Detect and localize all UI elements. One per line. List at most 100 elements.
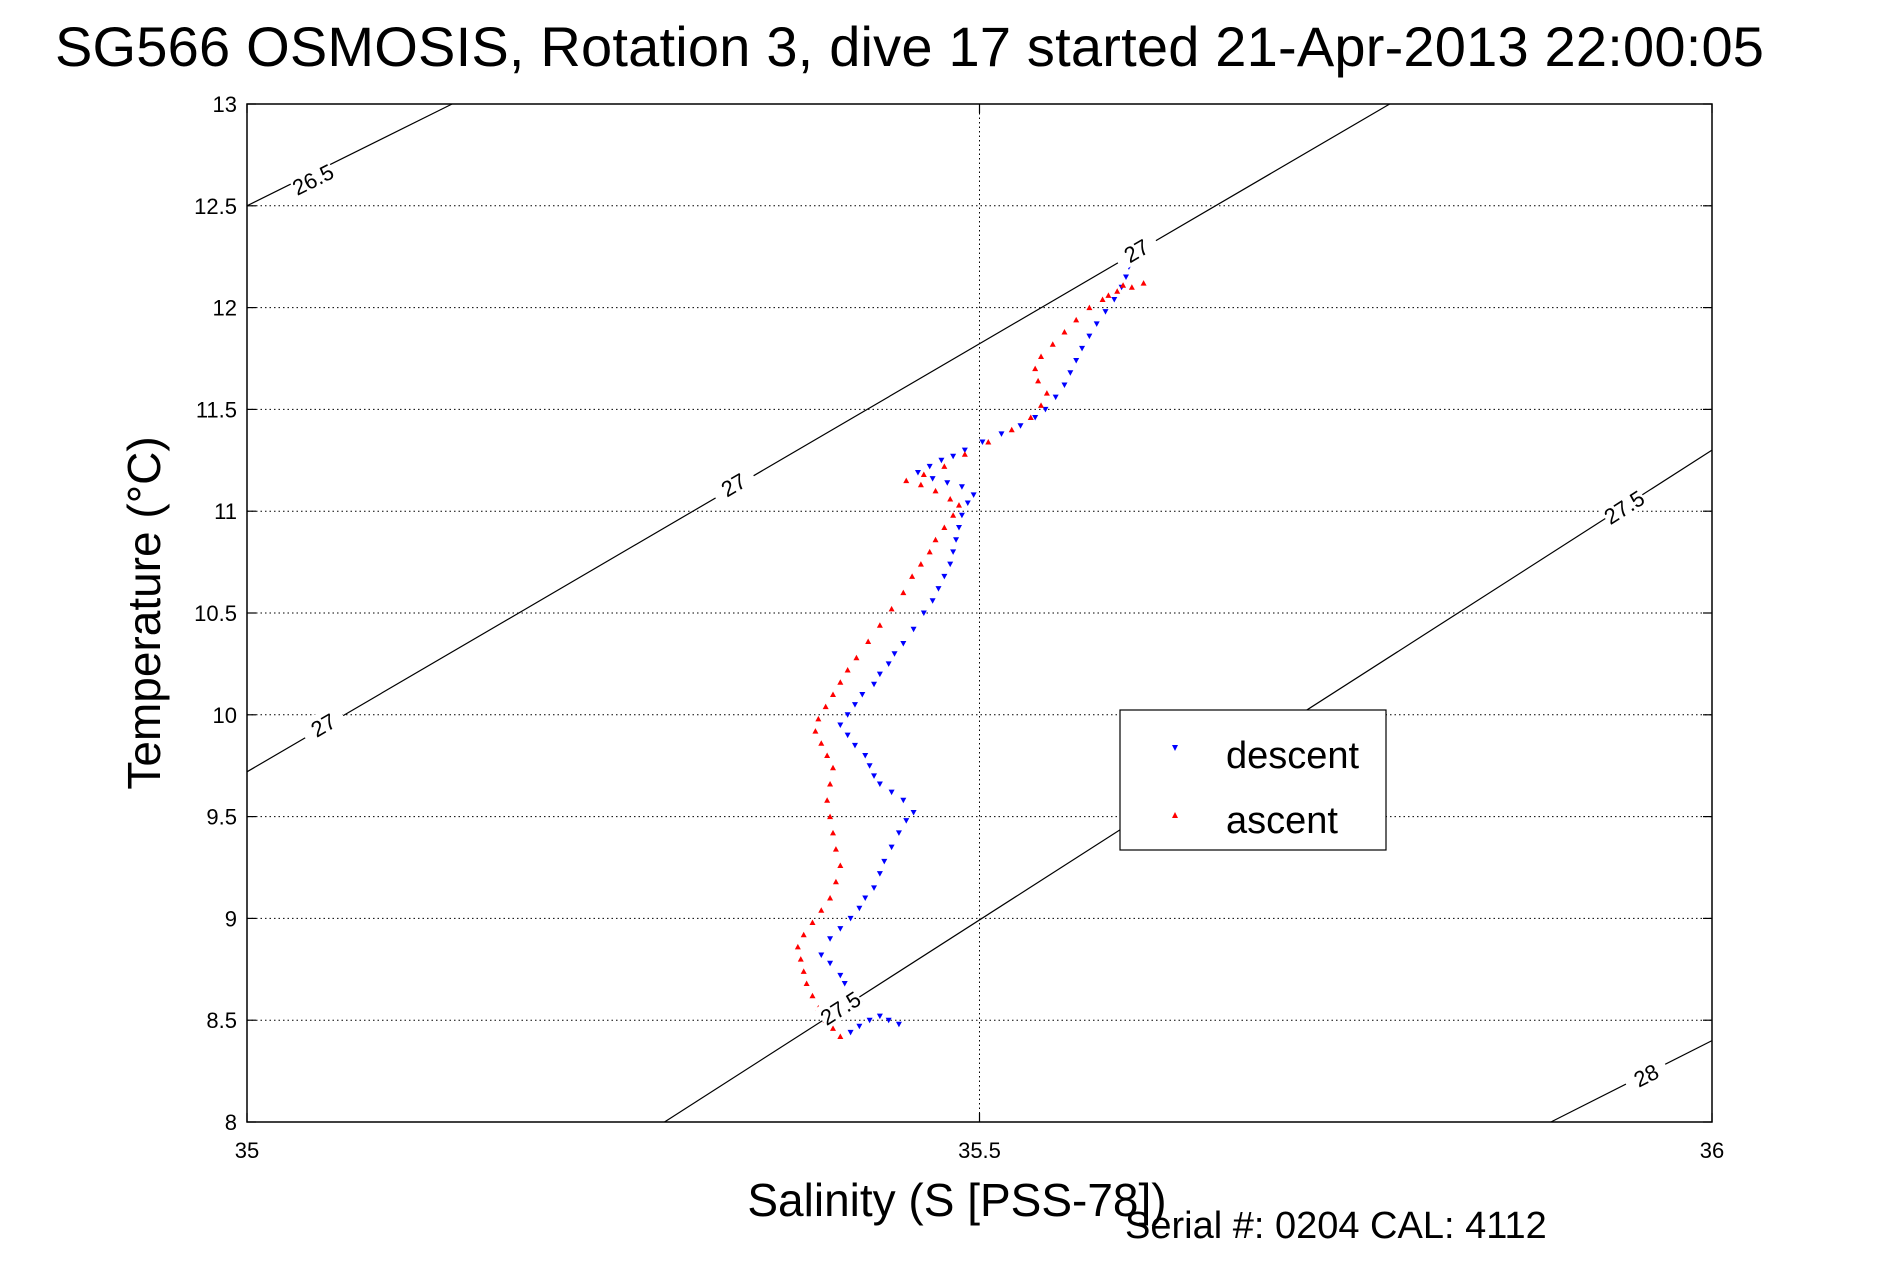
y-tick-label: 13 [213, 92, 237, 117]
descent-point [866, 763, 873, 769]
x-axis-label: Salinity (S [PSS-78]) [747, 1174, 1166, 1226]
legend-ascent-marker [1172, 812, 1178, 818]
ascent-point [830, 1025, 836, 1031]
descent-point [938, 457, 945, 464]
contour-label: 27.5 [1600, 485, 1650, 529]
descent-point [841, 981, 848, 987]
descent-point [885, 1017, 892, 1024]
descent-point [888, 789, 895, 796]
descent-point [964, 500, 971, 507]
y-tick-label: 8 [225, 1110, 237, 1135]
ascent-point [888, 605, 895, 612]
descent-point [856, 1023, 863, 1030]
descent-point [837, 926, 844, 932]
descent-point [895, 1021, 902, 1028]
descent-point [862, 895, 869, 902]
descent-point [929, 598, 936, 604]
ascent-point [837, 679, 844, 685]
descent-point [881, 858, 888, 865]
ascent-point [1027, 414, 1034, 421]
descent-point [929, 476, 936, 482]
descent-point [876, 671, 883, 678]
descent-point [891, 651, 898, 657]
ascent-point [827, 781, 834, 787]
ascent-point [1038, 402, 1045, 408]
ascent-point [803, 980, 810, 987]
ascent-point [932, 536, 939, 543]
descent-point [958, 512, 965, 519]
x-tick-label: 36 [1700, 1138, 1724, 1163]
descent-point [844, 712, 851, 718]
contour-label-bg [287, 157, 338, 199]
ascent-point [818, 907, 825, 913]
descent-point [827, 936, 834, 942]
ascent-point [1043, 390, 1050, 396]
descent-point [847, 1029, 854, 1036]
descent-point [941, 573, 948, 580]
contour-label-bg [1620, 1053, 1671, 1095]
descent-point [885, 661, 892, 667]
chart-title: SG566 OSMOSIS, Rotation 3, dive 17 start… [55, 15, 1765, 78]
ascent-point [797, 956, 804, 962]
descent-point [935, 586, 942, 592]
x-tick-label: 35.5 [958, 1138, 1001, 1163]
descent-point [920, 610, 927, 616]
descent-point [888, 844, 895, 851]
y-tick-label: 10.5 [194, 601, 237, 626]
ascent-point [1086, 304, 1093, 311]
ascent-point [830, 691, 836, 697]
descent-point [862, 753, 869, 759]
descent-point [844, 732, 851, 739]
ascent-point [909, 573, 916, 579]
descent-point [926, 463, 933, 470]
descent-point [1123, 274, 1129, 281]
descent-point [1042, 406, 1049, 413]
y-tick-label: 8.5 [206, 1008, 237, 1033]
ascent-point [900, 589, 907, 596]
descent-point [866, 1017, 873, 1024]
descent-point [910, 626, 917, 633]
descent-point [1061, 382, 1068, 388]
ascent-point [1140, 280, 1147, 286]
descent-point [1111, 296, 1118, 303]
contour-label-bg [1598, 484, 1649, 529]
ascent-point [941, 524, 948, 530]
descent-point [1017, 423, 1024, 429]
ascent-point [837, 1033, 844, 1039]
descent-point [876, 1013, 883, 1020]
ascent-point [830, 829, 836, 836]
ascent-point [941, 463, 948, 469]
descent-point [837, 722, 844, 728]
descent-point [900, 641, 907, 647]
descent-point [895, 830, 902, 836]
ascent-point [844, 667, 851, 673]
legend-descent-label: descent [1226, 735, 1360, 777]
descent-point [903, 818, 910, 824]
ascent-point [926, 548, 933, 555]
descent-point [1052, 394, 1059, 401]
descent-point [1079, 345, 1086, 352]
density-contour-line [246, 103, 453, 207]
legend: descent ascent [1119, 709, 1387, 851]
descent-point [1086, 333, 1093, 340]
ascent-point [824, 752, 831, 759]
descent-point [970, 492, 977, 498]
contour-label-bg [297, 702, 348, 746]
y-tick-label: 12.5 [194, 194, 237, 219]
ascent-point [932, 487, 939, 494]
ascent-point [947, 495, 954, 502]
grid-lines [247, 104, 1712, 1122]
descent-point [1102, 309, 1109, 315]
contour-label-bg [707, 462, 758, 506]
descent-point [851, 742, 858, 749]
descent-point [950, 549, 957, 555]
ascent-point [853, 654, 860, 661]
ascent-point [812, 728, 819, 734]
descent-point [876, 781, 883, 788]
ascent-point [818, 740, 825, 746]
descent-series [818, 264, 1132, 1036]
ascent-point [824, 797, 831, 803]
ascent-point [955, 502, 962, 508]
ascent-point [1038, 353, 1045, 359]
